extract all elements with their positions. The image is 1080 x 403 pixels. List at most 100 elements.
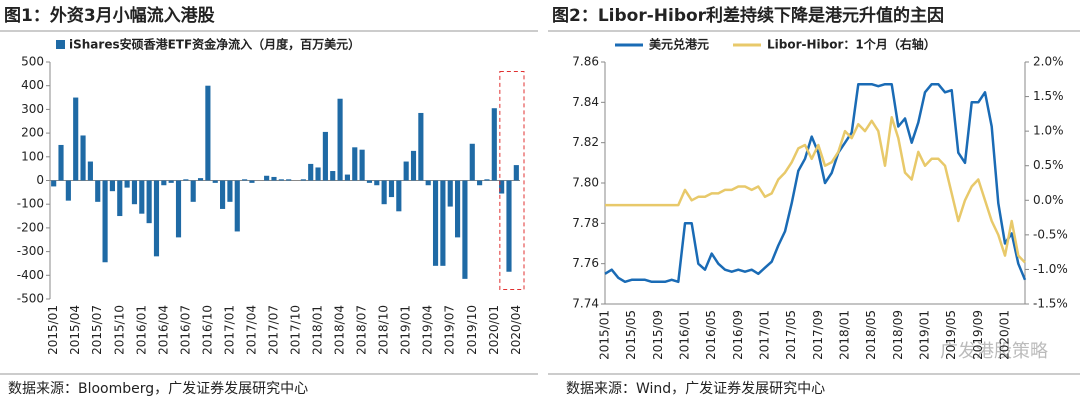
bar: [234, 180, 240, 232]
bar: [513, 165, 519, 181]
source: 数据来源：Wind，广发证券发展研究中心: [566, 381, 825, 397]
bar: [197, 178, 204, 181]
line-series: [604, 82, 1027, 284]
bar: [124, 180, 130, 188]
bar: [491, 108, 497, 181]
y-tick-label: -400: [17, 268, 44, 282]
bar: [484, 179, 490, 181]
y-tick-label: 100: [21, 149, 44, 163]
bar: [168, 180, 174, 183]
x-tick-label: 2019/09: [971, 310, 985, 360]
bar: [418, 112, 424, 181]
x-tick-label: 2018/05: [864, 310, 878, 360]
x-tick-label: 2016/09: [731, 310, 745, 360]
y-tick-label: 7.78: [572, 216, 599, 230]
bar: [58, 144, 64, 181]
bar: [242, 179, 248, 181]
x-tick-label: 2017/09: [811, 310, 825, 360]
bar: [374, 180, 380, 186]
bar: [330, 171, 336, 181]
y2-tick-label: -0.5%: [1033, 227, 1068, 241]
y-tick-label: 7.86: [572, 55, 599, 69]
legend-label: 美元兑港元: [649, 37, 709, 52]
x-tick-label: 2015/10: [112, 305, 126, 355]
bar: [432, 180, 439, 266]
bar: [455, 180, 461, 238]
bar: [462, 180, 468, 279]
bar: [381, 180, 387, 205]
y-tick-label: -300: [17, 244, 44, 258]
x-tick-label: 2017/07: [266, 305, 280, 355]
bar: [278, 179, 284, 181]
x-tick-label: 2017/10: [289, 305, 303, 355]
bar: [73, 97, 79, 181]
bar: [227, 180, 233, 202]
y2-tick-label: 1.5%: [1033, 89, 1064, 103]
x-tick-label: 2015/09: [651, 310, 665, 360]
bar: [161, 180, 167, 186]
x-tick-label: 2015/05: [624, 310, 638, 360]
bar: [87, 161, 93, 181]
line-series: [605, 116, 1026, 264]
x-tick-label: 2015/07: [90, 305, 104, 355]
bar: [300, 179, 306, 181]
bar: [175, 180, 182, 238]
watermark: 广发港股策略: [940, 341, 1048, 362]
bar: [146, 180, 152, 224]
bar: [264, 175, 270, 181]
x-tick-label: 2017/01: [758, 310, 772, 360]
bar: [51, 180, 57, 187]
x-tick-label: 2020/01: [998, 310, 1012, 360]
x-tick-label: 2018/10: [377, 305, 391, 355]
bar: [322, 131, 328, 181]
bar: [469, 143, 475, 181]
y-tick-label: -500: [17, 292, 44, 306]
bar: [131, 180, 138, 205]
x-tick-label: 2016/01: [134, 305, 148, 355]
bar: [396, 180, 402, 212]
x-tick-label: 2019/01: [918, 310, 932, 360]
chart-title: 图2：Libor-Hibor利差持续下降是港元升值的主因: [552, 5, 944, 26]
bar: [205, 85, 211, 181]
y2-tick-label: 2.0%: [1033, 55, 1064, 69]
bar: [440, 180, 446, 266]
bar: [499, 180, 505, 194]
bar: [352, 147, 358, 181]
x-tick-label: 2018/09: [891, 310, 905, 360]
bar: [65, 180, 71, 201]
y-tick-label: 7.84: [572, 95, 599, 109]
y2-tick-label: 1.0%: [1033, 124, 1064, 138]
x-tick-label: 2019/01: [399, 305, 413, 355]
bar: [366, 180, 373, 183]
bar: [271, 176, 277, 181]
y-tick-label: 400: [21, 78, 44, 92]
y-tick-label: 0: [36, 173, 44, 187]
y2-tick-label: -1.5%: [1033, 297, 1068, 311]
x-tick-label: 2019/07: [443, 305, 457, 355]
bar: [506, 180, 512, 272]
x-tick-label: 2015/01: [46, 305, 60, 355]
highlight-box: [499, 70, 525, 291]
y-tick-label: 200: [21, 126, 44, 140]
x-tick-label: 2018/07: [355, 305, 369, 355]
bar: [447, 180, 453, 207]
x-tick-label: 2016/04: [156, 305, 170, 355]
bar: [212, 180, 218, 183]
x-tick-label: 2020/04: [509, 305, 523, 355]
y-tick-label: 500: [21, 55, 44, 69]
y-tick-label: -100: [17, 197, 44, 211]
x-tick-label: 2017/04: [244, 305, 258, 355]
bar: [153, 180, 160, 257]
bar: [308, 163, 314, 181]
bar: [410, 150, 417, 181]
x-tick-label: 2016/10: [200, 305, 214, 355]
chart-title: 图1：外资3月小幅流入港股: [4, 5, 215, 26]
y-tick-label: 7.82: [572, 135, 599, 149]
x-tick-label: 2015/01: [598, 310, 612, 360]
legend-label: Libor-Hibor：1个月（右轴）: [767, 37, 936, 52]
y-tick-label: -200: [17, 220, 44, 234]
x-tick-label: 2016/05: [704, 310, 718, 360]
bar: [388, 180, 395, 198]
bar: [477, 180, 483, 186]
